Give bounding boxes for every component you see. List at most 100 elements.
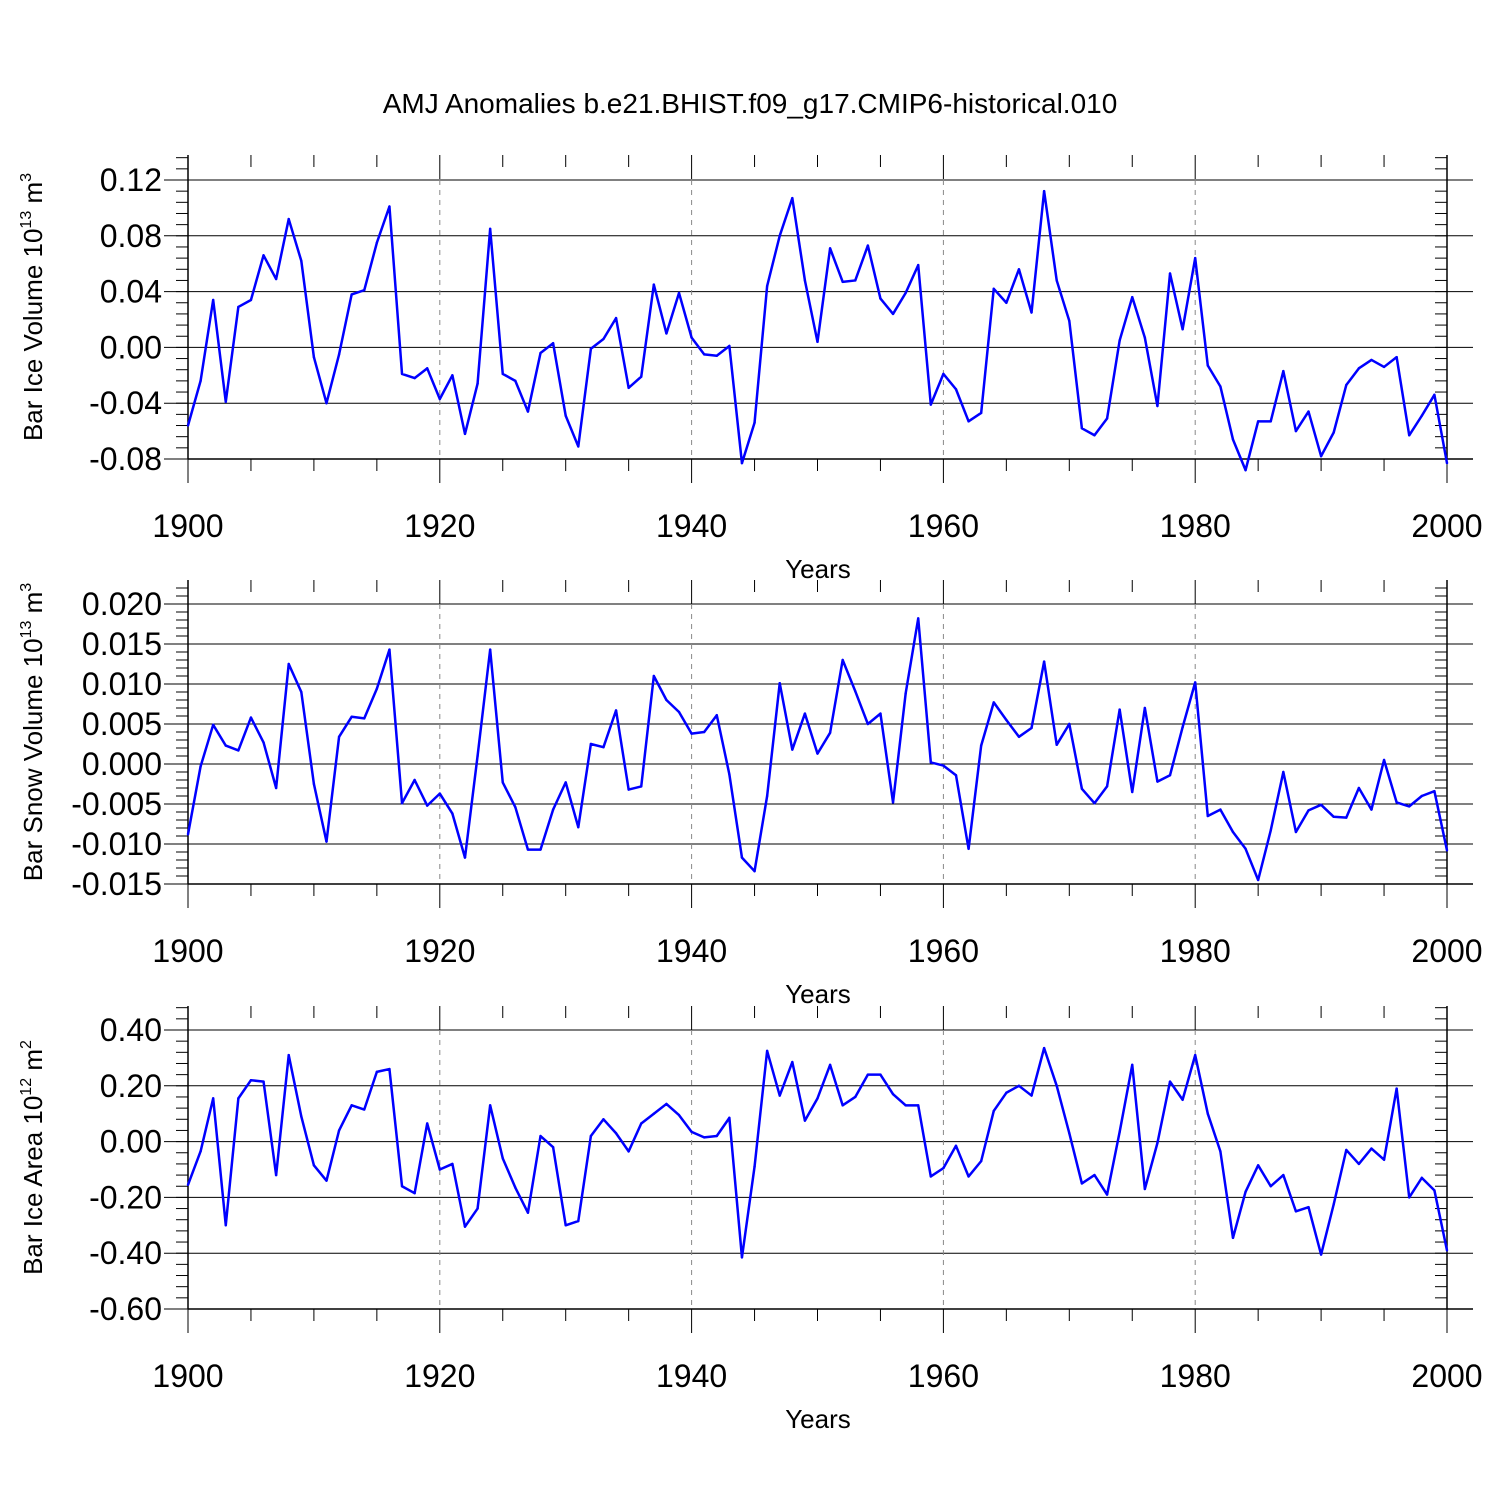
data-point: [463, 856, 467, 859]
data-point: [262, 1080, 265, 1083]
data-point: [300, 690, 303, 694]
data-point: [1357, 367, 1361, 370]
y-axis-title: Bar Snow Volume 1013 m3: [18, 583, 48, 882]
data-point: [577, 445, 580, 448]
data-point: [186, 424, 190, 427]
y-axis-title: Bar Ice Area 1012 m2: [18, 1040, 48, 1275]
data-point: [1307, 809, 1310, 812]
data-point: [1231, 438, 1235, 441]
data-point: [1395, 1087, 1398, 1090]
data-point: [979, 744, 983, 747]
data-point: [967, 1175, 970, 1178]
x-tick-label: 1940: [656, 933, 727, 969]
data-point: [702, 730, 706, 734]
data-point: [274, 277, 278, 281]
data-point: [879, 297, 882, 300]
data-point: [1282, 1173, 1285, 1177]
y-tick-label: 0.005: [82, 706, 162, 742]
data-point: [551, 1145, 555, 1149]
data-point: [904, 291, 907, 295]
data-point: [350, 1104, 353, 1107]
data-point: [1017, 735, 1021, 738]
data-point: [224, 744, 227, 747]
data-point: [249, 1079, 253, 1082]
data-point: [426, 804, 429, 807]
data-point: [375, 1070, 379, 1074]
data-point: [992, 287, 995, 291]
data-point: [400, 802, 404, 805]
data-point: [1131, 1063, 1134, 1067]
data-point: [614, 316, 618, 320]
data-point: [753, 421, 756, 424]
y-tick-label: -0.010: [71, 826, 162, 862]
data-point: [287, 217, 290, 221]
data-point: [1055, 279, 1058, 282]
data-point: [1005, 718, 1008, 722]
data-point: [690, 1130, 693, 1134]
data-point: [765, 284, 769, 288]
data-point: [501, 1157, 504, 1160]
data-point: [1395, 355, 1398, 359]
data-point: [816, 340, 819, 344]
data-point: [451, 812, 454, 815]
x-tick-label: 1960: [908, 1358, 979, 1394]
data-point: [1055, 1084, 1058, 1088]
x-tick-label: 1940: [656, 508, 727, 544]
data-point: [677, 291, 681, 295]
data-point: [1231, 830, 1235, 834]
data-point: [1093, 434, 1096, 437]
data-point: [1256, 878, 1260, 882]
data-point: [891, 1092, 895, 1096]
data-point: [564, 1224, 567, 1227]
data-point: [388, 205, 391, 208]
data-point: [1345, 816, 1348, 819]
data-point: [337, 1129, 341, 1132]
data-point: [1131, 790, 1134, 794]
data-point: [337, 735, 341, 738]
data-point: [1345, 383, 1348, 387]
data-point: [917, 1104, 920, 1107]
data-point: [740, 1256, 744, 1259]
x-tick-label: 2000: [1411, 933, 1482, 969]
data-point: [249, 298, 253, 302]
data-point: [614, 709, 618, 712]
data-point: [702, 353, 706, 356]
data-point: [262, 254, 265, 257]
data-point: [854, 1095, 857, 1099]
data-point: [1294, 429, 1298, 433]
data-point: [1420, 414, 1424, 417]
data-point: [237, 305, 240, 309]
data-point: [753, 870, 756, 873]
data-point: [274, 1173, 278, 1177]
data-point: [262, 741, 265, 744]
data-point: [325, 840, 328, 843]
data-point: [1080, 427, 1084, 430]
data-point: [778, 682, 781, 685]
data-point: [979, 411, 983, 415]
data-point: [640, 785, 643, 788]
data-point: [715, 714, 718, 717]
data-point: [1005, 301, 1008, 304]
data-point: [1382, 1158, 1386, 1161]
data-point: [1269, 1185, 1272, 1188]
x-axis-title: Years: [785, 1404, 851, 1434]
data-point: [438, 1168, 441, 1171]
data-point: [514, 379, 517, 383]
y-tick-label: 0.000: [82, 746, 162, 782]
data-point: [1382, 758, 1386, 762]
x-tick-label: 1960: [908, 508, 979, 544]
data-point: [426, 367, 429, 370]
data-point: [1042, 189, 1046, 193]
data-point: [1168, 774, 1172, 777]
data-point: [740, 461, 744, 465]
data-point: [841, 280, 844, 284]
data-point: [1068, 722, 1071, 726]
data-point: [363, 717, 366, 720]
data-point: [1143, 1187, 1147, 1191]
data-point: [992, 1109, 995, 1113]
data-point: [677, 1113, 681, 1117]
x-tick-label: 1900: [152, 933, 223, 969]
x-tick-label: 2000: [1411, 508, 1482, 544]
data-point: [375, 241, 379, 244]
y-tick-label: 0.20: [100, 1068, 162, 1104]
